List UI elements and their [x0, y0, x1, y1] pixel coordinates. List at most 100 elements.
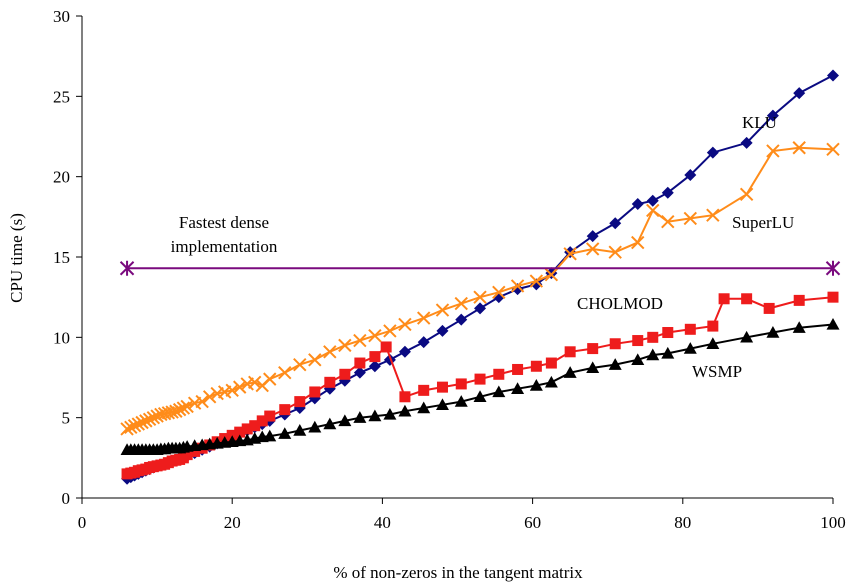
- data-point-superlu: [383, 324, 397, 338]
- data-point-superlu: [661, 214, 675, 229]
- data-point-superlu: [585, 242, 600, 256]
- x-tick-label: 60: [524, 513, 541, 532]
- data-point-klu: [646, 194, 659, 207]
- data-point-superlu: [563, 247, 577, 261]
- data-point-superlu: [368, 329, 382, 343]
- data-point-dense-reference: [119, 260, 135, 276]
- data-point-cholmod: [564, 346, 576, 358]
- data-point-wsmp: [435, 398, 449, 411]
- data-point-superlu: [202, 390, 217, 404]
- data-point-wsmp: [353, 411, 367, 423]
- data-point-cholmod: [234, 426, 246, 438]
- data-point-wsmp: [511, 382, 525, 394]
- data-point-cholmod: [609, 338, 621, 350]
- data-point-superlu: [150, 409, 164, 423]
- data-point-superlu: [492, 285, 506, 300]
- data-point-wsmp: [383, 407, 397, 420]
- data-point-wsmp: [631, 353, 645, 366]
- data-point-klu: [793, 87, 806, 100]
- data-point-klu: [766, 109, 779, 122]
- data-point-cholmod: [324, 376, 336, 388]
- x-tick-label: 80: [674, 513, 691, 532]
- axis-ticks: 0 5 10 15 20 25 30 0 20 40 60 80 100: [53, 7, 846, 532]
- y-tick-label: 20: [53, 168, 70, 187]
- series-layer: [119, 69, 841, 485]
- data-point-cholmod: [512, 363, 524, 375]
- data-point-wsmp: [586, 361, 600, 374]
- data-point-cholmod: [256, 415, 268, 427]
- data-point-wsmp: [308, 420, 322, 433]
- data-point-klu: [827, 69, 839, 82]
- data-point-superlu: [172, 402, 187, 417]
- data-point-klu: [740, 136, 753, 149]
- data-point-wsmp: [792, 321, 806, 333]
- series-line-klu: [126, 74, 834, 480]
- data-point-superlu: [293, 357, 307, 372]
- data-point-klu: [353, 366, 366, 379]
- data-point-cholmod: [181, 449, 193, 461]
- data-point-cholmod: [354, 357, 366, 369]
- series-label-superlu: SuperLU: [732, 213, 794, 232]
- data-point-cholmod: [309, 386, 321, 398]
- series-line-superlu: [126, 146, 834, 430]
- data-point-cholmod: [339, 368, 351, 380]
- data-point-cholmod: [793, 294, 805, 306]
- data-point-cholmod: [530, 360, 542, 372]
- series-dense-reference: [119, 260, 841, 276]
- data-point-superlu: [338, 338, 352, 353]
- y-axis-title: CPU time (s): [7, 213, 26, 303]
- data-point-cholmod: [707, 320, 719, 332]
- data-point-klu: [417, 336, 430, 349]
- data-point-superlu: [142, 412, 157, 426]
- data-point-superlu: [646, 203, 660, 218]
- axes: [81, 16, 833, 499]
- data-point-cholmod: [493, 368, 505, 380]
- data-point-superlu: [165, 405, 179, 419]
- data-point-superlu: [792, 141, 806, 155]
- data-point-superlu: [263, 372, 277, 386]
- data-point-cholmod: [763, 302, 775, 314]
- data-point-superlu: [278, 365, 292, 380]
- data-point-superlu: [766, 144, 780, 158]
- data-point-klu: [706, 146, 719, 159]
- data-point-wsmp: [398, 404, 412, 417]
- data-point-superlu: [180, 399, 194, 414]
- data-point-wsmp: [766, 326, 780, 338]
- data-point-superlu: [473, 290, 487, 304]
- data-point-cholmod: [474, 373, 486, 385]
- data-point-klu: [661, 186, 674, 199]
- data-point-cholmod: [827, 291, 839, 303]
- data-point-superlu: [683, 211, 698, 226]
- data-point-wsmp: [293, 424, 307, 436]
- data-point-wsmp: [544, 375, 558, 388]
- data-point-cholmod: [455, 378, 467, 390]
- data-point-wsmp: [338, 414, 352, 427]
- data-point-klu: [586, 230, 599, 243]
- data-point-wsmp: [454, 395, 468, 407]
- series-wsmp: [120, 317, 840, 455]
- series-klu: [121, 69, 839, 485]
- x-tick-label: 100: [820, 513, 846, 532]
- data-point-wsmp: [706, 337, 720, 349]
- data-point-cholmod: [418, 384, 430, 396]
- data-point-klu: [609, 217, 622, 230]
- data-point-wsmp: [608, 358, 622, 370]
- data-point-cholmod: [294, 396, 306, 408]
- data-point-dense-reference: [825, 260, 841, 276]
- data-point-superlu: [308, 353, 322, 367]
- series-label-klu: KLU: [742, 113, 777, 132]
- data-point-cholmod: [264, 410, 276, 422]
- series-line-cholmod: [126, 296, 834, 475]
- data-point-wsmp: [473, 390, 487, 402]
- data-point-superlu: [127, 418, 142, 433]
- series-superlu: [120, 141, 840, 436]
- data-point-wsmp: [323, 417, 337, 430]
- data-point-superlu: [826, 142, 840, 157]
- data-point-superlu: [146, 410, 161, 425]
- series-label-wsmp: WSMP: [692, 362, 742, 381]
- data-point-cholmod: [241, 423, 253, 435]
- data-point-superlu: [435, 303, 450, 317]
- data-point-klu: [631, 197, 644, 210]
- data-point-cholmod: [369, 351, 381, 363]
